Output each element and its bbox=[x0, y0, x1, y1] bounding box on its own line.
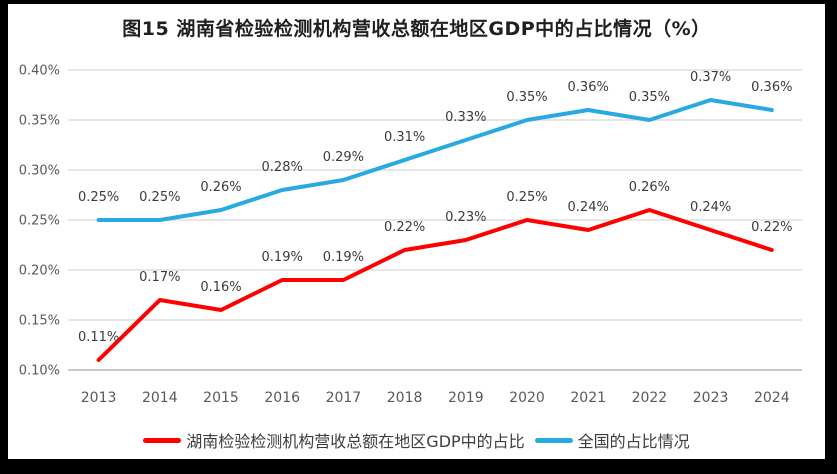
svg-text:2016: 2016 bbox=[264, 390, 300, 406]
chart-title: 图15 湖南省检验检测机构营收总额在地区GDP中的占比情况（%） bbox=[122, 18, 711, 40]
svg-text:0.17%: 0.17% bbox=[139, 270, 180, 285]
svg-text:0.28%: 0.28% bbox=[262, 160, 303, 175]
svg-text:2023: 2023 bbox=[693, 390, 729, 406]
legend-item-hunan: 湖南检验检测机构营收总额在地区GDP中的占比 bbox=[143, 428, 525, 452]
svg-text:0.20%: 0.20% bbox=[19, 264, 60, 279]
svg-text:0.25%: 0.25% bbox=[19, 214, 60, 229]
svg-text:0.30%: 0.30% bbox=[19, 164, 60, 179]
svg-text:0.35%: 0.35% bbox=[629, 90, 670, 105]
svg-text:0.36%: 0.36% bbox=[751, 80, 792, 95]
svg-text:0.26%: 0.26% bbox=[200, 180, 241, 195]
svg-text:2013: 2013 bbox=[81, 390, 117, 406]
svg-text:2015: 2015 bbox=[203, 390, 239, 406]
svg-text:0.40%: 0.40% bbox=[19, 64, 60, 79]
svg-text:0.10%: 0.10% bbox=[19, 364, 60, 379]
svg-text:2019: 2019 bbox=[448, 390, 484, 406]
svg-text:0.19%: 0.19% bbox=[262, 250, 303, 265]
legend: 湖南检验检测机构营收总额在地区GDP中的占比 全国的占比情况 bbox=[8, 428, 825, 452]
svg-text:0.37%: 0.37% bbox=[690, 70, 731, 85]
svg-text:0.22%: 0.22% bbox=[751, 220, 792, 235]
svg-text:0.25%: 0.25% bbox=[506, 190, 547, 205]
svg-text:2020: 2020 bbox=[509, 390, 545, 406]
svg-text:0.25%: 0.25% bbox=[139, 190, 180, 205]
svg-text:0.15%: 0.15% bbox=[19, 314, 60, 329]
legend-swatch-national-icon bbox=[534, 437, 573, 443]
svg-text:0.36%: 0.36% bbox=[568, 80, 609, 95]
svg-text:2022: 2022 bbox=[632, 390, 668, 406]
svg-text:2018: 2018 bbox=[387, 390, 423, 406]
svg-text:0.29%: 0.29% bbox=[323, 150, 364, 165]
svg-text:0.19%: 0.19% bbox=[323, 250, 364, 265]
legend-swatch-hunan-icon bbox=[143, 437, 182, 443]
svg-text:0.11%: 0.11% bbox=[78, 330, 119, 345]
svg-text:0.16%: 0.16% bbox=[200, 280, 241, 295]
chart-canvas: 图15 湖南省检验检测机构营收总额在地区GDP中的占比情况（%） 0.10% 0.… bbox=[8, 4, 825, 459]
svg-text:0.33%: 0.33% bbox=[445, 110, 486, 125]
data-labels-national: 0.25% 0.25% 0.26% 0.28% 0.29% 0.31% 0.33% 0.35%… bbox=[78, 70, 793, 205]
x-axis-tick-labels: 2013 2014 2015 2016 2017 2018 2019 2020 2021 2022… bbox=[81, 390, 790, 406]
svg-text:2024: 2024 bbox=[754, 390, 790, 406]
legend-label-hunan: 湖南检验检测机构营收总额在地区GDP中的占比 bbox=[186, 432, 525, 451]
svg-text:0.23%: 0.23% bbox=[445, 210, 486, 225]
y-axis-tick-labels: 0.10% 0.15% 0.20% 0.25% 0.30% 0.35% 0.40% bbox=[19, 64, 60, 379]
svg-text:0.24%: 0.24% bbox=[568, 200, 609, 215]
svg-text:0.24%: 0.24% bbox=[690, 200, 731, 215]
svg-text:0.25%: 0.25% bbox=[78, 190, 119, 205]
svg-text:0.35%: 0.35% bbox=[19, 114, 60, 129]
data-labels-hunan: 0.11% 0.17% 0.16% 0.19% 0.19% 0.22% 0.23% 0.25%… bbox=[78, 180, 793, 345]
line-chart-plot-area: 0.10%0.15%0.20%0.25%0.30%0.35%0.40%2013 2… bbox=[19, 64, 802, 406]
svg-text:2014: 2014 bbox=[142, 390, 178, 406]
legend-item-national: 全国的占比情况 bbox=[534, 428, 690, 452]
svg-text:0.26%: 0.26% bbox=[629, 180, 670, 195]
series-line-hunan bbox=[96, 208, 774, 362]
series-line-national bbox=[96, 98, 774, 222]
svg-text:2017: 2017 bbox=[326, 390, 362, 406]
legend-label-national: 全国的占比情况 bbox=[577, 432, 690, 451]
svg-text:0.31%: 0.31% bbox=[384, 130, 425, 145]
svg-text:2021: 2021 bbox=[570, 390, 606, 406]
svg-text:0.35%: 0.35% bbox=[506, 90, 547, 105]
svg-text:0.22%: 0.22% bbox=[384, 220, 425, 235]
